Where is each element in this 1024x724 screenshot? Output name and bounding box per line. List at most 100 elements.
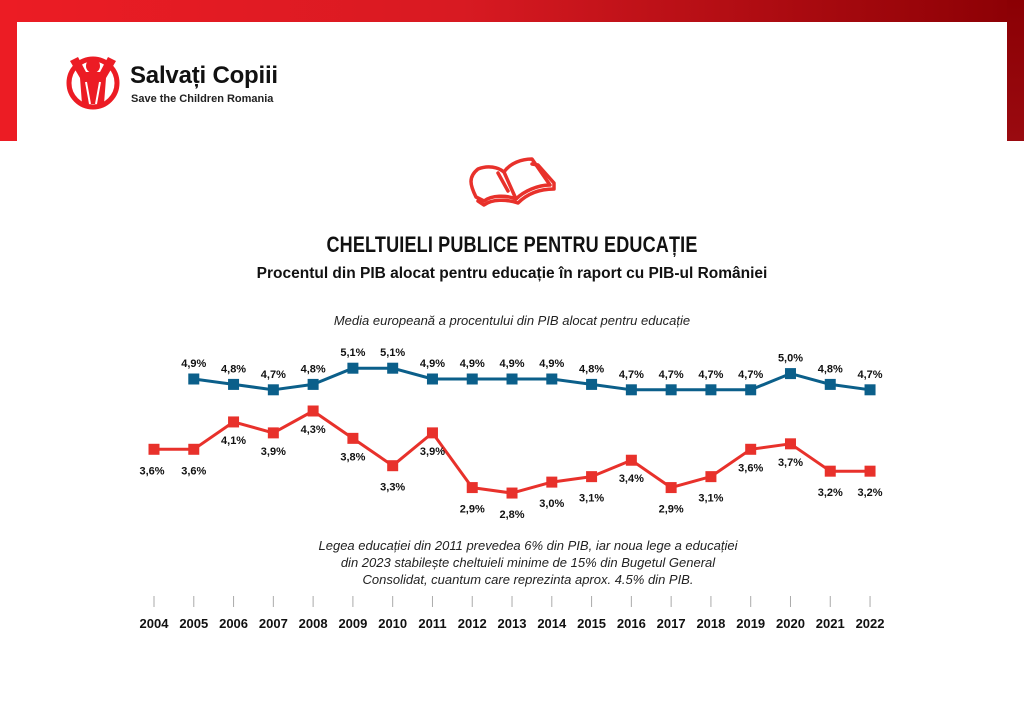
romania-point bbox=[267, 427, 279, 439]
romania-data-label: 3,2% bbox=[858, 487, 883, 499]
romania-point bbox=[665, 482, 677, 494]
top-red-frame bbox=[0, 0, 1024, 22]
eu-average-data-label: 4,7% bbox=[659, 369, 684, 381]
romania-data-label: 3,6% bbox=[738, 462, 763, 474]
eu-average-data-label: 4,8% bbox=[579, 363, 604, 375]
brand-logo: Salvați Copiii Save the Children Romania bbox=[64, 52, 304, 112]
eu-average-data-label: 4,9% bbox=[420, 358, 445, 370]
eu-average-data-label: 4,7% bbox=[698, 369, 723, 381]
romania-data-label: 3,1% bbox=[698, 493, 723, 505]
x-tick-label: 2013 bbox=[498, 616, 527, 631]
eu-average-data-label: 4,8% bbox=[221, 363, 246, 375]
romania-point bbox=[466, 482, 478, 494]
eu-average-data-label: 4,9% bbox=[460, 358, 485, 370]
eu-average-data-label: 4,7% bbox=[738, 369, 763, 381]
romania-data-label: 3,0% bbox=[539, 498, 564, 510]
romania-point bbox=[546, 476, 558, 488]
romania-data-label: 2,9% bbox=[659, 504, 684, 516]
x-tick-label: 2020 bbox=[776, 616, 805, 631]
open-book-icon bbox=[469, 157, 556, 207]
romania-point bbox=[864, 465, 876, 477]
eu-average-point bbox=[665, 384, 677, 396]
romania-point bbox=[705, 471, 717, 483]
x-tick-label: 2016 bbox=[617, 616, 646, 631]
x-tick-label: 2007 bbox=[259, 616, 288, 631]
eu-average-data-label: 4,7% bbox=[858, 369, 883, 381]
eu-average-data-label: 5,0% bbox=[778, 353, 803, 365]
x-tick-label: 2012 bbox=[458, 616, 487, 631]
eu-average-data-label: 4,9% bbox=[539, 358, 564, 370]
eu-series-label: Media europeană a procentului din PIB al… bbox=[333, 313, 691, 328]
eu-average-line bbox=[193, 366, 871, 392]
eu-average-point bbox=[745, 384, 757, 396]
eu-average-point bbox=[784, 368, 796, 380]
eu-average-point bbox=[625, 384, 637, 396]
x-tick-label: 2014 bbox=[537, 616, 567, 631]
romania-point bbox=[625, 454, 637, 466]
romania-data-label: 3,3% bbox=[380, 482, 405, 494]
romania-point bbox=[148, 443, 160, 455]
romania-data-label: 3,1% bbox=[579, 493, 604, 505]
eu-average-data-label: 4,9% bbox=[181, 358, 206, 370]
x-tick-label: 2009 bbox=[338, 616, 367, 631]
romania-point bbox=[188, 443, 200, 455]
eu-average-data-label: 4,9% bbox=[499, 358, 524, 370]
x-tick-label: 2006 bbox=[219, 616, 248, 631]
child-figure-icon bbox=[66, 56, 120, 110]
page-subtitle: Procentul din PIB alocat pentru educație… bbox=[256, 265, 768, 282]
romania-data-label: 3,4% bbox=[619, 473, 644, 485]
eu-average-data-label: 4,7% bbox=[261, 369, 286, 381]
romania-point bbox=[387, 460, 399, 472]
x-tick-label: 2008 bbox=[299, 616, 328, 631]
romania-point bbox=[347, 432, 359, 444]
x-tick-label: 2015 bbox=[577, 616, 606, 631]
x-tick-label: 2005 bbox=[179, 616, 208, 631]
eu-average-point bbox=[705, 384, 717, 396]
law-note: Legea educației din 2011 prevedea 6% din… bbox=[318, 538, 738, 587]
eu-average-point bbox=[387, 362, 399, 374]
romania-point bbox=[506, 487, 518, 499]
romania-point bbox=[586, 471, 598, 483]
eu-average-point bbox=[228, 378, 240, 390]
romania-data-label: 3,8% bbox=[340, 451, 365, 463]
eu-average-point bbox=[466, 373, 478, 385]
romania-data-label: 3,9% bbox=[261, 446, 286, 458]
x-tick-label: 2004 bbox=[140, 616, 170, 631]
romania-point bbox=[228, 416, 240, 428]
romania-point bbox=[784, 438, 796, 450]
eu-average-point bbox=[506, 373, 518, 385]
eu-average-point bbox=[864, 384, 876, 396]
eu-average-data-label: 4,7% bbox=[619, 369, 644, 381]
romania-point bbox=[745, 443, 757, 455]
eu-average-data-label: 4,8% bbox=[818, 363, 843, 375]
brand-tagline: Save the Children Romania bbox=[131, 93, 274, 105]
page-title: CHELTUIELI PUBLICE PENTRU EDUCAȚIE bbox=[326, 232, 698, 257]
left-red-frame bbox=[0, 0, 17, 141]
romania-point bbox=[307, 405, 319, 417]
x-tick-label: 2019 bbox=[736, 616, 765, 631]
eu-average-point bbox=[347, 362, 359, 374]
eu-average-data-label: 5,1% bbox=[380, 347, 405, 359]
romania-data-label: 2,8% bbox=[499, 509, 524, 521]
romania-data-label: 2,9% bbox=[460, 504, 485, 516]
eu-average-point bbox=[188, 373, 200, 385]
romania-data-label: 3,2% bbox=[818, 487, 843, 499]
eu-average-point bbox=[586, 378, 598, 390]
x-tick-label: 2018 bbox=[696, 616, 725, 631]
x-tick-label: 2010 bbox=[378, 616, 407, 631]
romania-data-label: 3,6% bbox=[139, 465, 164, 477]
x-tick-label: 2011 bbox=[418, 616, 446, 631]
romania-data-label: 4,1% bbox=[221, 435, 246, 447]
eu-average-data-label: 5,1% bbox=[340, 347, 365, 359]
romania-data-label: 4,3% bbox=[301, 424, 326, 436]
x-tick-label: 2017 bbox=[657, 616, 686, 631]
eu-average-point bbox=[546, 373, 558, 385]
romania-data-label: 3,7% bbox=[778, 457, 803, 469]
romania-point bbox=[824, 465, 836, 477]
eu-average-point bbox=[307, 378, 319, 390]
romania-data-label: 3,6% bbox=[181, 465, 206, 477]
romania-data-label: 3,9% bbox=[420, 446, 445, 458]
eu-average-data-label: 4,8% bbox=[301, 363, 326, 375]
brand-name: Salvați Copiii bbox=[130, 62, 278, 89]
